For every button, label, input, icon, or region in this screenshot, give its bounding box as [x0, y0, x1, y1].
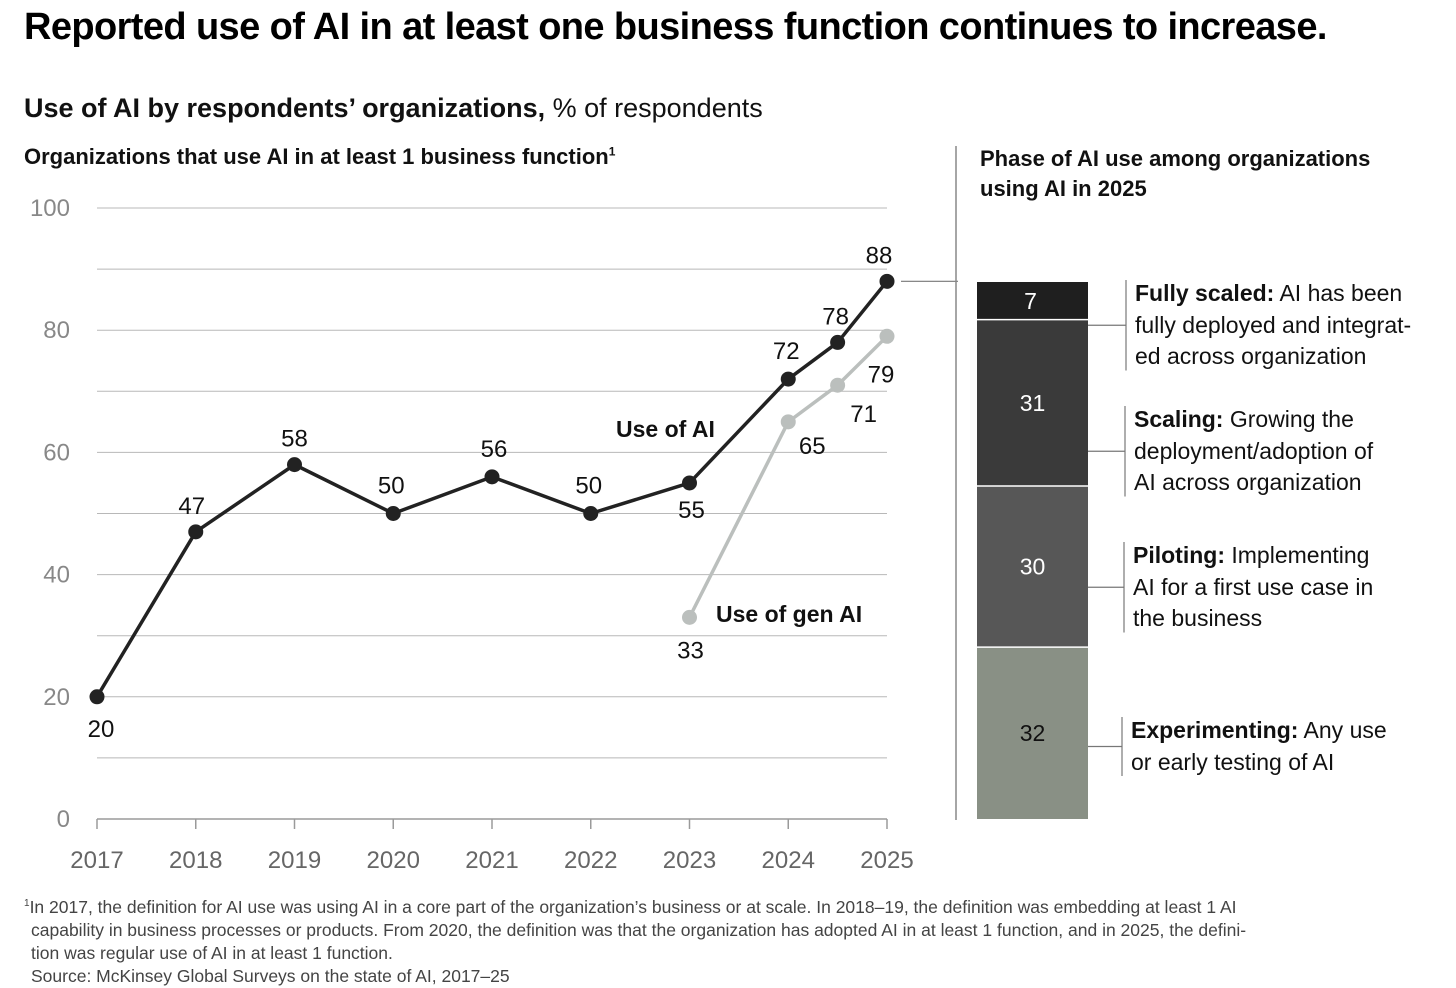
x-tick-label: 2022: [564, 847, 617, 874]
x-tick-label: 2021: [465, 847, 518, 874]
subtitle-bold: Use of AI by respondents’ organizations,: [24, 93, 546, 123]
data-point: [830, 377, 846, 393]
footnote-text-1: In 2017, the definition for AI use was u…: [29, 896, 1237, 917]
segment-label: 31: [1020, 390, 1046, 416]
data-label: 50: [378, 473, 405, 500]
description-line: ed across organization: [1135, 343, 1367, 369]
description-text: Implementing: [1224, 542, 1370, 568]
phase-name: Experimenting:: [1131, 717, 1299, 743]
segment-label: 30: [1020, 554, 1046, 580]
data-point: [830, 334, 846, 350]
chart-subtitle: Use of AI by respondents’ organizations,…: [24, 93, 763, 124]
bar-segment: [977, 319, 1088, 487]
data-point: [879, 328, 895, 344]
x-tick-label: 2017: [70, 847, 123, 874]
description-line: Scaling: Growing the: [1134, 404, 1373, 436]
y-tick-label: 60: [43, 439, 70, 466]
data-label: 47: [178, 493, 205, 520]
series-name-label: Use of gen AI: [716, 601, 862, 627]
phase-description: Piloting: Implementing AI for a first use…: [1133, 540, 1373, 635]
data-point: [879, 273, 895, 289]
data-point: [287, 457, 302, 473]
data-point: [780, 414, 796, 430]
bar-segment: [977, 282, 1088, 320]
series-line: [687, 335, 889, 619]
footnote-sup: 1: [24, 898, 30, 909]
description-line: the business: [1133, 605, 1263, 631]
bar-segment: [977, 486, 1088, 648]
phase-name: Piloting:: [1133, 542, 1225, 568]
line-chart-heading: Organizations that use AI in at least 1 …: [24, 144, 615, 170]
series-name-label: Use of AI: [616, 416, 715, 442]
description-line: Experimenting: Any use: [1131, 715, 1387, 747]
data-point: [484, 469, 500, 485]
data-label: 78: [822, 303, 849, 330]
description-line: Fully scaled: AI has been: [1135, 278, 1411, 310]
y-tick-label: 80: [43, 317, 70, 344]
data-label: 65: [799, 433, 826, 460]
description-line: deployment/adoption of: [1134, 437, 1374, 464]
description-line: Piloting: Implementing: [1133, 540, 1373, 572]
line-chart-heading-text: Organizations that use AI in at least 1 …: [24, 144, 609, 169]
data-label: 88: [866, 242, 893, 269]
segment-label: 32: [1020, 720, 1046, 746]
data-label: 33: [677, 637, 704, 664]
chart-title: Reported use of AI in at least one busin…: [24, 6, 1327, 48]
y-tick-label: 100: [30, 195, 70, 222]
stacked-bar-heading: Phase of AI use among organizations usin…: [980, 146, 1371, 201]
x-tick-label: 2018: [169, 847, 222, 874]
data-point: [583, 506, 599, 521]
data-label: 79: [868, 361, 895, 388]
description-line: or early testing of AI: [1131, 748, 1335, 775]
data-label: 71: [850, 401, 877, 428]
data-label: 55: [678, 497, 705, 524]
footnote-line-2: capability in business processes or prod…: [31, 919, 1247, 940]
description-text: AI has been: [1274, 280, 1403, 306]
source-note: Source: McKinsey Global Surveys on the s…: [31, 965, 510, 986]
bar-segment: [977, 647, 1088, 819]
x-tick-label: 2025: [860, 847, 913, 874]
series-line: [95, 280, 889, 698]
x-tick-label: 2019: [268, 847, 321, 874]
data-point: [89, 689, 105, 705]
phase-name: Scaling:: [1134, 406, 1224, 432]
x-tick-label: 2023: [663, 847, 716, 874]
data-label: 56: [481, 436, 508, 463]
x-tick-label: 2020: [367, 847, 420, 874]
description-line: AI across organization: [1134, 469, 1362, 495]
y-tick-label: 0: [57, 806, 70, 833]
phase-description: Fully scaled: AI has been fully deployed …: [1135, 278, 1411, 373]
data-point: [188, 524, 204, 540]
data-label: 72: [773, 338, 800, 365]
data-label: 20: [88, 716, 115, 743]
phase-description: Scaling: Growing the deployment/adoption …: [1134, 404, 1373, 499]
y-tick-label: 40: [43, 562, 70, 589]
description-text: Any use: [1298, 717, 1387, 743]
data-label: 50: [575, 473, 602, 500]
data-point: [682, 609, 697, 625]
description-line: fully deployed and integrat-: [1135, 311, 1412, 338]
phase-description: Experimenting: Any use or early testing o…: [1131, 715, 1387, 778]
subtitle-unit: % of respondents: [545, 93, 763, 123]
footnote-line-1: 1In 2017, the definition for AI use was …: [24, 892, 1424, 919]
description-line: AI for a first use case in: [1133, 573, 1374, 600]
data-point: [682, 475, 697, 491]
data-point: [385, 506, 401, 521]
data-label: 58: [281, 426, 308, 453]
y-tick-label: 20: [43, 684, 70, 711]
footnote-line-3: tion was regular use of AI in at least 1…: [31, 942, 393, 963]
segment-label: 7: [1024, 288, 1037, 314]
phase-name: Fully scaled:: [1135, 280, 1275, 306]
x-tick-label: 2024: [762, 847, 815, 874]
description-text: Growing the: [1223, 406, 1354, 432]
data-point: [780, 371, 796, 387]
footnote: 1In 2017, the definition for AI use was …: [24, 892, 1424, 988]
footnote-marker: 1: [608, 144, 616, 159]
